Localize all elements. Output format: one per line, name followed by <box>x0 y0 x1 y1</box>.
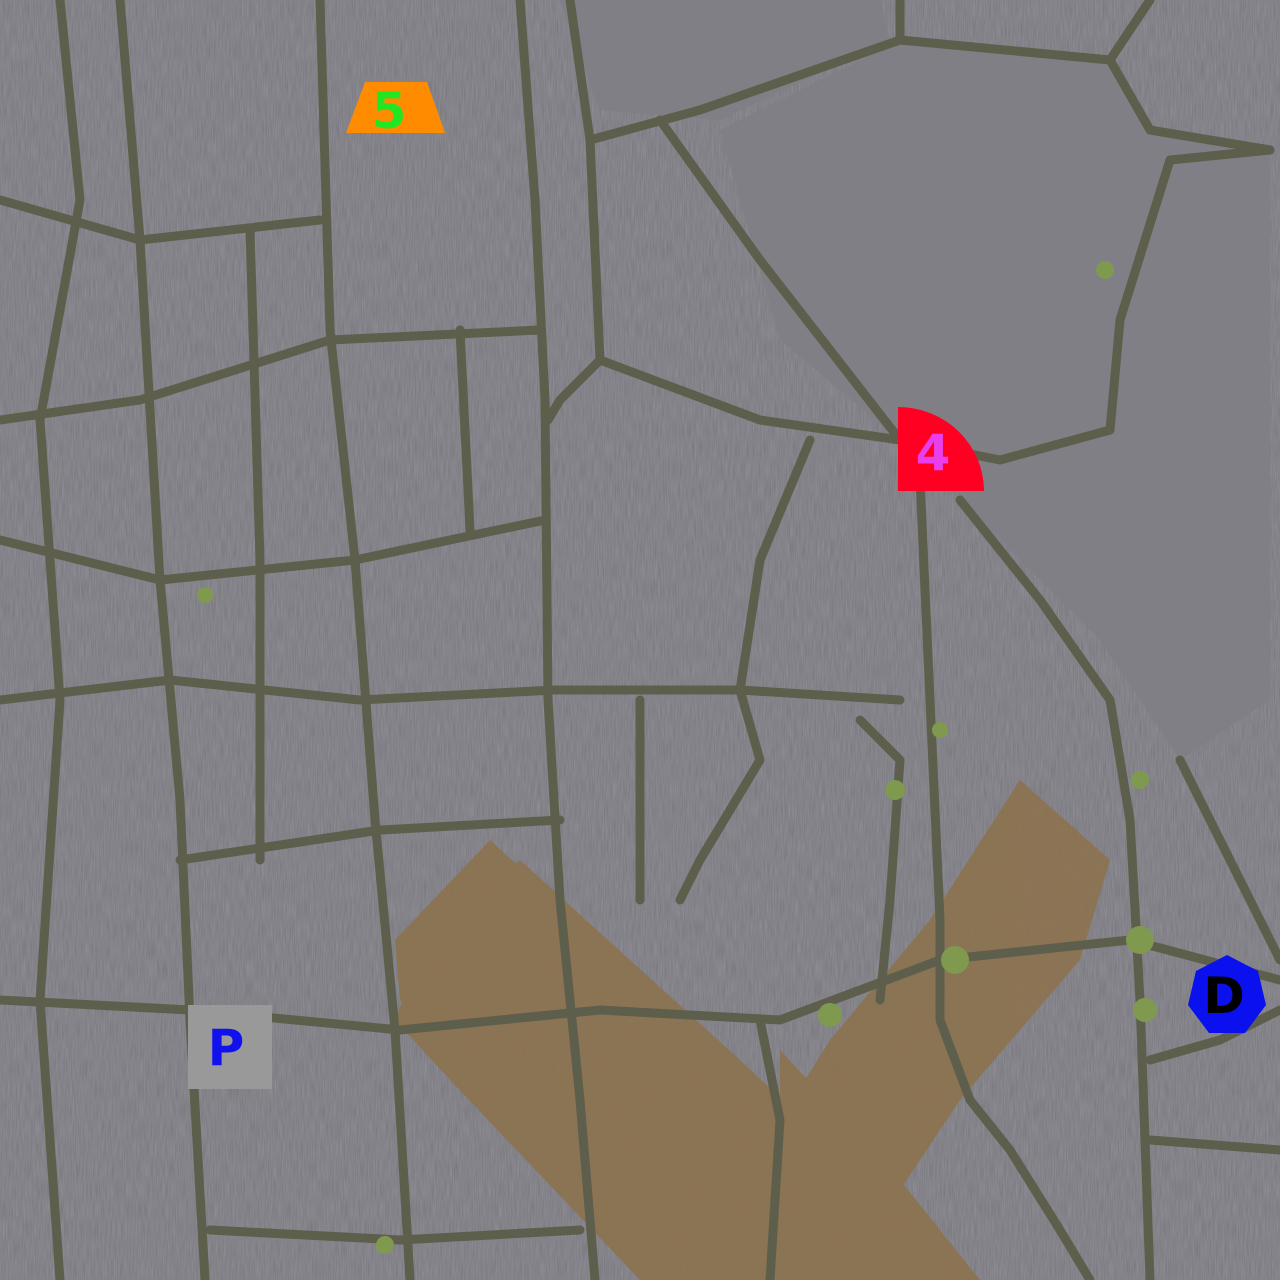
marker-gray-square: P <box>188 1005 272 1089</box>
marker-blue-heptagon: D <box>1188 955 1266 1033</box>
blue-heptagon-shape <box>1188 955 1266 1033</box>
smooth-slabs <box>560 0 1270 760</box>
blue-heptagon-label: D <box>1203 967 1245 1025</box>
grass-tufts <box>197 261 1157 1254</box>
gray-square-shape <box>188 1005 272 1089</box>
marker-orange-trapezoid: 5 <box>346 82 445 140</box>
red-quarter-circle-label: 4 <box>916 424 951 482</box>
orange-trapezoid-shape <box>346 82 445 133</box>
orange-trapezoid-label: 5 <box>372 82 407 140</box>
red-quarter-circle-shape <box>898 407 984 491</box>
marker-red-quarter-circle: 4 <box>898 407 984 491</box>
gray-square-label: P <box>208 1019 245 1077</box>
